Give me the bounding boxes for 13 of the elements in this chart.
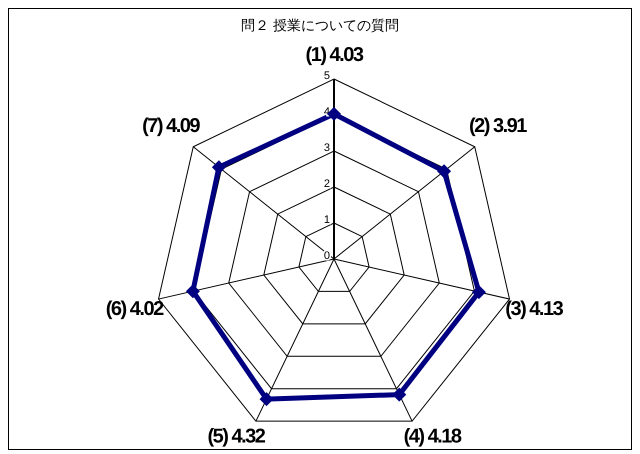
y-tick-label: 3 xyxy=(324,142,330,154)
spoke-label: (3) 4.13 xyxy=(505,298,564,320)
spoke-label: (6) 4.02 xyxy=(106,298,164,320)
spoke-label: (1) 4.03 xyxy=(306,44,364,66)
y-tick-label: 0 xyxy=(324,250,330,262)
y-tick-label: 1 xyxy=(324,214,330,226)
spoke-label: (2) 3.91 xyxy=(468,114,528,137)
spoke-label: (5) 4.32 xyxy=(207,425,266,448)
spoke-label: (7) 4.09 xyxy=(142,114,200,137)
y-tick-label: 2 xyxy=(324,178,330,190)
spoke-label: (4) 4.18 xyxy=(404,425,462,448)
y-tick-label: 5 xyxy=(324,70,330,82)
chart-title: 問２ 授業についての質問 xyxy=(240,17,400,35)
